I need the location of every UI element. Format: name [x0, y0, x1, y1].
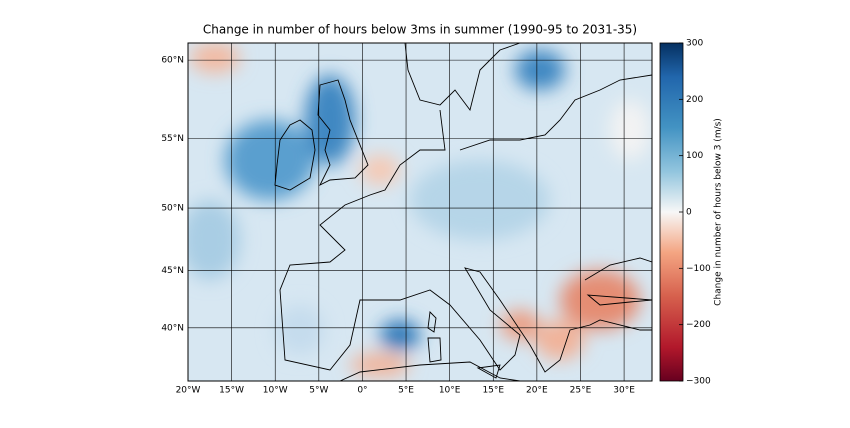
lon-tick-label: 10°E: [439, 386, 461, 396]
lat-tick-label: 40°N: [161, 323, 184, 333]
lat-tick-label: 55°N: [161, 134, 184, 144]
lon-tick-label: 20°W: [176, 386, 201, 396]
lon-tick-label: 5°E: [398, 386, 414, 396]
graticule: [187, 43, 652, 381]
lon-tick-label: 10°W: [263, 386, 288, 396]
colorbar-tick-label: 200: [686, 95, 703, 105]
colorbar-tick-label: 300: [686, 39, 703, 49]
lon-tick-label: 30°E: [613, 386, 635, 396]
lon-tick-label: 5°W: [309, 386, 328, 396]
colorbar-label: Change in number of hours below 3 (m/s): [714, 118, 724, 306]
lon-tick-label: 0°: [357, 386, 367, 396]
colorbar-tick-label: −100: [686, 264, 711, 274]
colorbar-tick-label: −200: [686, 320, 711, 330]
map-field: [188, 43, 652, 381]
lat-tick-label: 45°N: [161, 266, 184, 276]
map-frame: [187, 42, 653, 382]
lat-tick-label: 50°N: [161, 204, 184, 214]
colorbar-tick-label: −300: [686, 377, 711, 387]
colorbar-tick-label: 100: [686, 151, 703, 161]
lon-tick-label: 15°E: [482, 386, 504, 396]
colorbar-tick-label: 0: [686, 208, 692, 218]
lon-tick-label: 25°E: [570, 386, 592, 396]
lon-tick-label: 20°E: [526, 386, 548, 396]
lon-tick-label: 15°W: [219, 386, 244, 396]
lat-tick-label: 60°N: [161, 56, 184, 66]
chart-title: Change in number of hours below 3ms in s…: [203, 23, 637, 37]
